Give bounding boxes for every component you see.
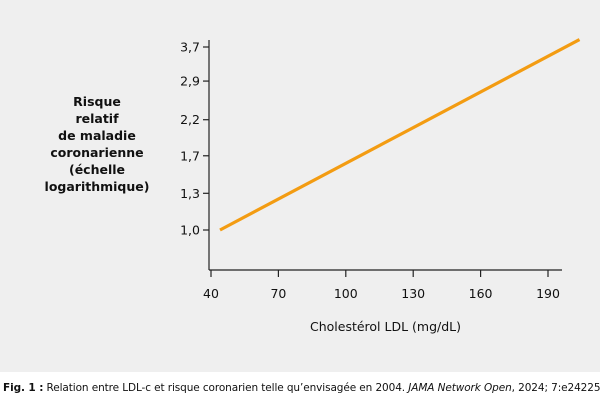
x-tick-label: 100 (334, 286, 358, 301)
x-axis-label: Cholestérol LDL (mg/dL) (310, 319, 461, 334)
y-tick-label: 2,9 (180, 74, 200, 89)
series-line (219, 38, 581, 232)
y-axis-label-line: relatif (75, 111, 119, 126)
x-tick-label: 160 (469, 286, 493, 301)
x-axis-ticks: 40 70 100 130 160 190 (203, 270, 560, 301)
figure-caption: Fig. 1 : Relation entre LDL-c et risque … (3, 382, 600, 394)
x-tick-label: 190 (536, 286, 560, 301)
y-tick-label: 1,0 (180, 223, 200, 238)
caption-citation: , 2024; 7:e2422558. (511, 382, 600, 394)
caption-source: JAMA Network Open (408, 382, 512, 394)
y-tick-label: 1,3 (180, 186, 200, 201)
x-tick-label: 40 (203, 286, 219, 301)
caption-text: Relation entre LDL-c et risque coronarie… (43, 382, 409, 394)
y-tick-label: 1,7 (180, 148, 200, 163)
y-axis-label-line: (échelle (68, 162, 126, 177)
caption-label: Fig. 1 : (3, 382, 44, 394)
y-tick-label: 2,2 (180, 112, 200, 127)
figure-panel: Risque relatif de maladie coronarienne (… (0, 0, 600, 372)
y-tick-label: 3,7 (180, 40, 200, 55)
y-axis-label: Risque relatif de maladie coronarienne (… (14, 93, 180, 195)
series-group (219, 38, 581, 232)
x-tick-label: 130 (401, 286, 425, 301)
y-axis-label-line: logarithmique) (44, 179, 150, 194)
y-axis-ticks: 1,0 1,3 1,7 2,2 2,9 3,7 (180, 40, 209, 238)
y-axis-label-line: Risque (73, 94, 121, 109)
x-tick-label: 70 (270, 286, 286, 301)
y-axis-label-line: coronarienne (50, 145, 144, 160)
line-chart: 1,0 1,3 1,7 2,2 2,9 3,7 40 70 100 130 160 190 Chol… (180, 38, 581, 334)
y-axis-label-line: de maladie (58, 128, 136, 143)
